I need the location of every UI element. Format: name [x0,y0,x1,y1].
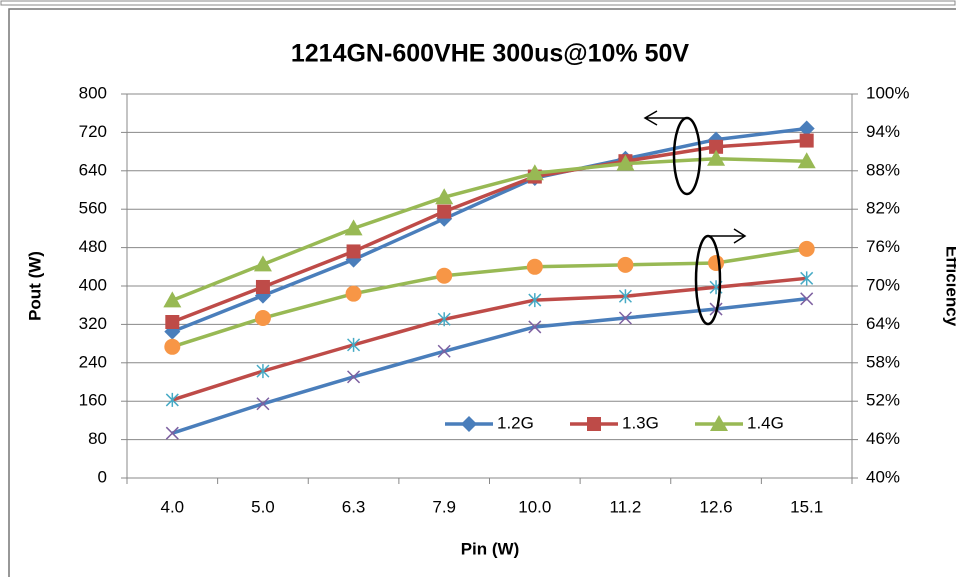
marker [618,311,632,325]
marker [345,285,362,302]
y2-tick-label: 46% [866,429,900,448]
marker [437,344,451,358]
marker [800,292,814,306]
marker [798,120,815,137]
marker [165,315,180,329]
series-line [171,247,807,349]
x-axis-label: Pin (W) [461,539,520,558]
y2-tick-label: 70% [866,275,900,294]
marker [707,149,726,166]
x-tick-label: 5.0 [251,497,275,516]
y2-tick-label: 40% [866,467,900,486]
marker [163,291,182,308]
y2-tick-label: 100% [866,83,909,102]
series-line [171,297,807,435]
marker [346,244,361,259]
y-tick-label: 480 [79,237,107,256]
y-tick-label: 800 [79,83,107,102]
marker [618,289,632,304]
marker [256,364,270,379]
legend-label: 1.4G [747,413,784,432]
y-tick-label: 240 [79,352,107,371]
legend-label: 1.2G [497,413,534,432]
y2-tick-label: 52% [866,391,900,410]
x-tick-label: 6.3 [342,497,366,516]
marker [797,152,816,169]
legend-marker [710,415,728,431]
y-tick-label: 400 [79,275,107,294]
marker [709,139,724,154]
marker [253,255,272,272]
annotation-arrow [643,110,687,126]
marker [435,188,454,205]
marker [165,426,179,440]
y-tick-label: 560 [79,199,107,218]
chart-title: 1214GN-600VHE 300us@10% 50V [291,40,690,68]
marker [708,254,725,271]
x-tick-label: 11.2 [610,497,642,516]
y2-axis-label: Efficiency [943,246,956,327]
marker [437,204,452,219]
marker [347,370,361,384]
x-tick-label: 10.0 [518,497,551,516]
frame-top [0,0,956,6]
marker [254,310,271,326]
y2-tick-label: 82% [866,199,900,218]
marker [528,320,542,334]
annotation-arrow [708,228,747,244]
y-tick-label: 160 [79,391,107,410]
y-tick-label: 720 [79,122,107,141]
chart-frame [8,8,956,577]
y-tick-label: 80 [88,429,107,448]
marker [256,397,270,411]
y2-tick-label: 88% [866,160,900,179]
legend-marker [461,416,477,432]
marker [347,337,361,352]
marker [528,293,542,308]
y-tick-label: 320 [79,314,107,333]
series-line [171,126,807,334]
y-axis-label: Pout (W) [25,251,44,321]
x-tick-label: 4.0 [160,497,184,516]
marker [437,312,451,327]
y2-tick-label: 76% [866,237,900,256]
marker [526,258,543,275]
marker [344,219,363,236]
x-tick-label: 15.1 [790,497,823,516]
y-tick-label: 640 [79,160,107,179]
marker [165,392,179,407]
marker [799,133,814,148]
y2-tick-label: 94% [866,122,900,141]
marker [800,271,814,286]
marker [798,240,815,257]
x-tick-label: 7.9 [432,497,456,516]
marker [436,267,453,284]
series-line [171,276,807,402]
marker [525,164,544,181]
x-tick-label: 12.6 [700,497,733,516]
y2-tick-label: 64% [866,314,900,333]
y-tick-label: 0 [98,467,107,486]
marker [617,256,634,273]
y2-tick-label: 58% [866,352,900,371]
legend-label: 1.3G [622,413,659,432]
marker [164,338,181,355]
marker [616,154,635,171]
legend-marker [587,417,601,431]
marker [255,279,270,294]
